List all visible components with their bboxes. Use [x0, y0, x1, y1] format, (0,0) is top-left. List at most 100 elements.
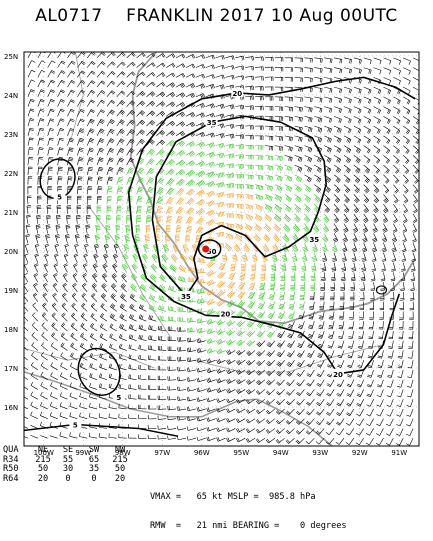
wind-barb-feather — [99, 383, 100, 387]
wind-barb-feather — [115, 247, 119, 248]
wind-barb — [374, 224, 378, 231]
wind-barb-feather — [136, 240, 140, 241]
wind-barb-feather — [312, 269, 316, 270]
wind-barb-feather — [159, 295, 160, 299]
wind-barb — [248, 428, 255, 432]
wind-barb-feather — [129, 169, 133, 171]
wind-barb — [343, 311, 344, 319]
wind-barb-feather — [210, 134, 212, 138]
wind-barb-feather — [247, 195, 248, 199]
wind-barb-feather — [392, 248, 396, 249]
wind-barb-feather — [125, 247, 129, 248]
wind-barb-feather — [66, 226, 70, 227]
wind-barb — [314, 165, 321, 169]
wind-barb — [295, 185, 302, 189]
wind-barb-feather — [197, 329, 198, 333]
wind-barb-feather — [153, 296, 155, 300]
wind-barb-feather — [212, 192, 214, 196]
wind-barb-feather — [332, 269, 336, 270]
wind-barb-feather — [376, 443, 379, 445]
wind-barb-feather — [219, 174, 220, 178]
wind-barb-feather — [217, 379, 219, 383]
wind-barb-feather — [300, 168, 302, 172]
wind-barb-feather — [57, 218, 61, 219]
wind-barb — [33, 285, 37, 292]
wind-barb-feather — [397, 396, 401, 397]
wind-barb-feather — [207, 340, 208, 344]
wind-barb-feather — [187, 358, 188, 362]
wind-barb-feather — [278, 187, 280, 191]
wind-barb — [100, 337, 107, 341]
wind-barb-feather — [40, 412, 42, 416]
wind-barb-feather — [126, 240, 130, 241]
wind-barb — [393, 214, 397, 221]
wind-barb — [48, 167, 49, 175]
wind-barb-feather — [45, 255, 49, 257]
wind-barb — [360, 409, 364, 416]
wind-barb-feather — [197, 368, 198, 372]
wind-barb-feather — [118, 181, 122, 182]
wind-barb-feather — [88, 178, 92, 179]
wind-barb-feather — [262, 197, 263, 201]
wind-barb-feather — [289, 299, 293, 300]
wind-barb-feather — [65, 244, 69, 245]
wind-barb-feather — [348, 346, 352, 347]
wind-barb-feather — [401, 269, 405, 270]
wind-barb-feather — [267, 196, 268, 200]
wind-barb-feather — [192, 328, 193, 332]
wind-barb-feather — [130, 335, 131, 339]
wind-barb-feather — [311, 138, 312, 142]
wind-barb-feather — [207, 311, 209, 315]
wind-barb — [64, 265, 68, 272]
wind-barb — [391, 380, 393, 388]
wind-barb-feather — [207, 389, 208, 393]
wind-barb-feather — [260, 196, 261, 200]
wind-barb-feather — [407, 377, 411, 378]
wind-barb-feather — [222, 212, 223, 216]
wind-barb-feather — [99, 373, 100, 377]
wind-barb-feather — [121, 325, 123, 329]
wind-barb-feather — [281, 266, 285, 267]
wind-barb-feather — [198, 407, 199, 411]
wind-barb-feather — [197, 417, 198, 421]
wind-barb-feather — [311, 266, 315, 267]
wind-barb-feather — [192, 318, 193, 322]
wind-barb-feather — [270, 304, 274, 305]
wind-barb-feather — [91, 354, 93, 358]
wind-barb-feather — [252, 206, 253, 210]
wind-barb-feather — [356, 414, 360, 416]
wind-barb-feather — [239, 145, 240, 149]
wind-barb-feather — [322, 270, 326, 271]
wind-barb-feather — [289, 315, 293, 316]
wind-barb — [148, 349, 156, 350]
wind-barb-feather — [289, 316, 293, 317]
wind-barb-feather — [406, 425, 410, 427]
wind-barb-feather — [130, 345, 131, 349]
wind-barb-feather — [139, 315, 140, 319]
wind-barb-feather — [90, 373, 91, 377]
wind-barb-feather — [282, 271, 286, 272]
wind-barb-feather — [287, 336, 291, 338]
wind-barb-feather — [220, 154, 221, 158]
wind-barb-feather — [308, 147, 309, 151]
wind-barb-feather — [303, 261, 307, 262]
wind-barb — [188, 438, 196, 440]
wind-barb — [97, 129, 101, 136]
wind-barb-feather — [118, 191, 122, 192]
wind-barb-feather — [342, 269, 346, 270]
wind-barb-feather — [187, 229, 191, 230]
wind-barb-feather — [209, 349, 210, 353]
wind-barb-feather — [337, 138, 339, 142]
wind-barb-feather — [279, 197, 281, 201]
wind-barb-feather — [219, 154, 220, 158]
wind-barb — [34, 265, 38, 272]
wind-barb-feather — [406, 444, 410, 446]
wind-barb — [269, 380, 275, 386]
wind-barb-feather — [221, 263, 225, 265]
wind-barb-feather — [280, 295, 284, 296]
wind-barb-feather — [179, 377, 180, 381]
wind-barb-feather — [80, 403, 81, 407]
wind-barb-feather — [89, 433, 90, 437]
wind-barb-feather — [240, 275, 244, 276]
wind-barb — [339, 428, 344, 434]
